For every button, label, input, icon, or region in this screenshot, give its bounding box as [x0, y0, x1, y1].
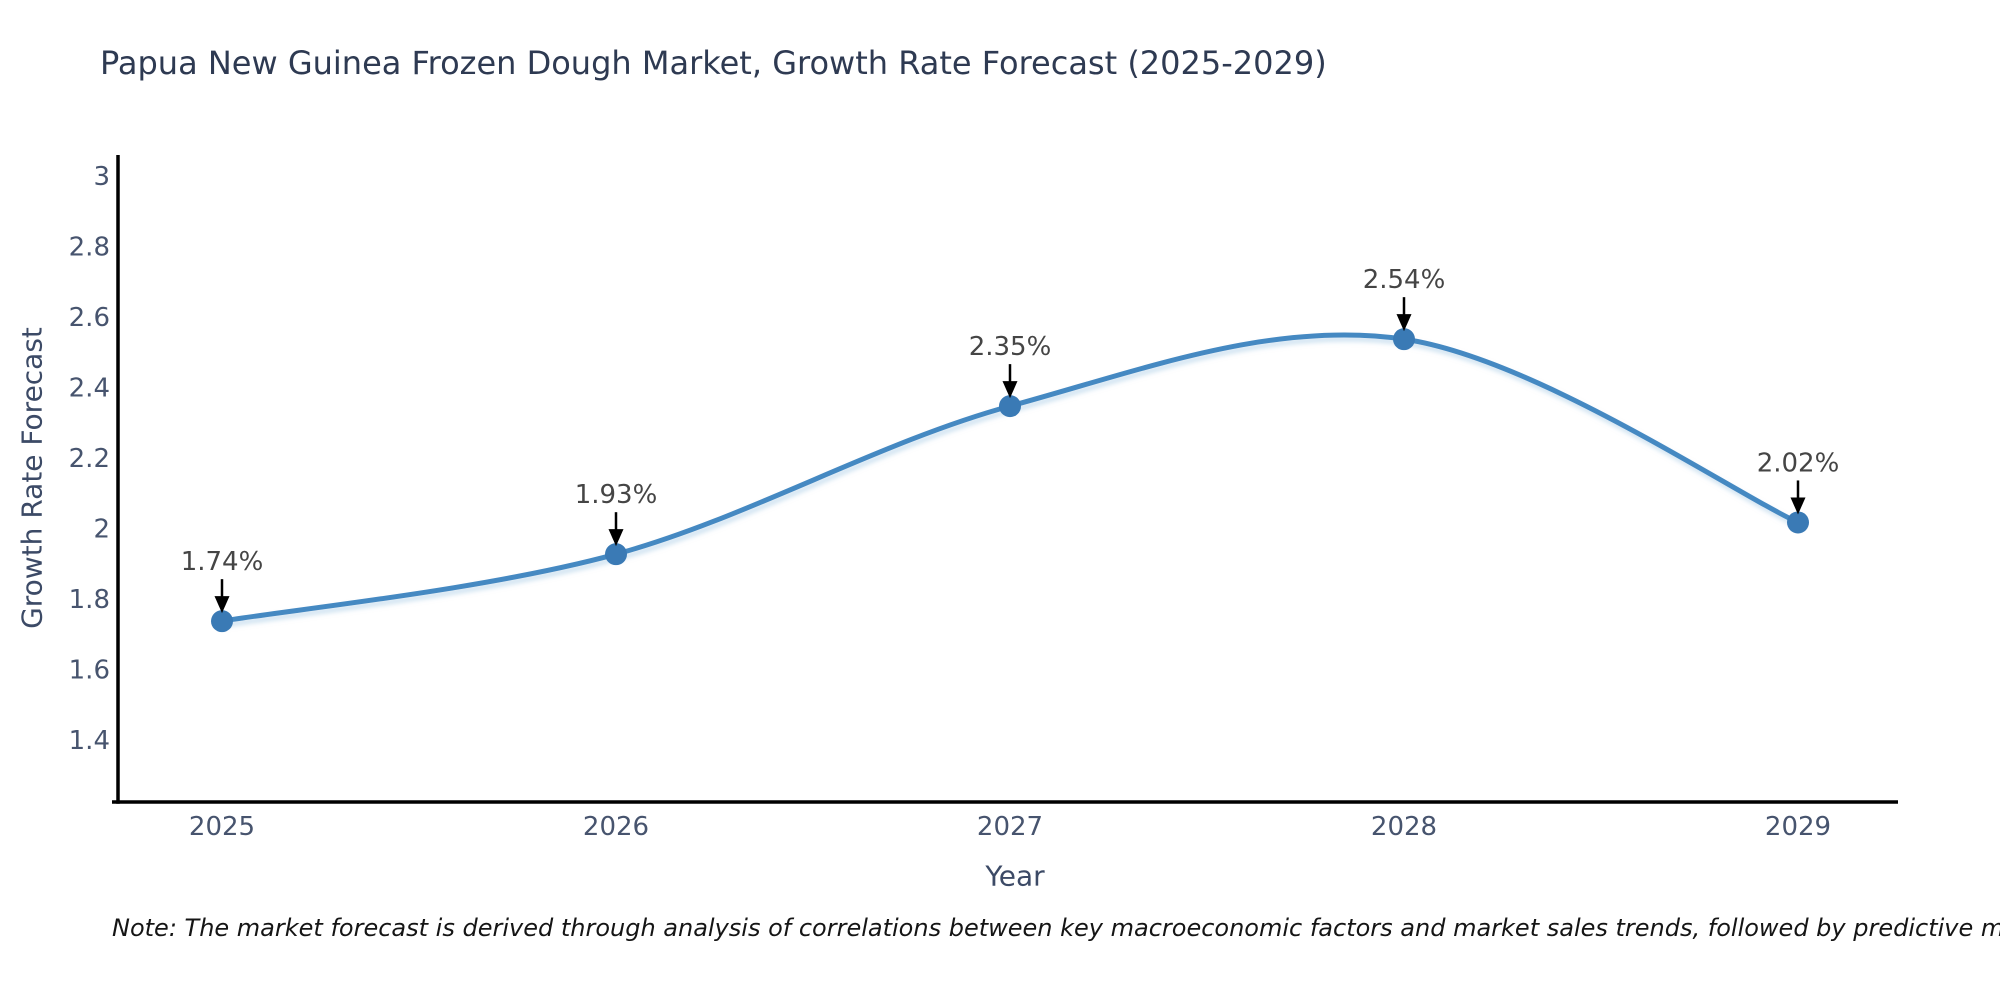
data-point-marker	[1393, 328, 1415, 351]
y-tick-label: 2.6	[69, 303, 110, 333]
chart-footnote: Note: The market forecast is derived thr…	[112, 914, 2000, 942]
forecast-line-series	[211, 328, 1809, 633]
data-point-value-label: 1.74%	[181, 547, 264, 577]
data-point-marker	[605, 543, 627, 566]
data-point-annotations: 1.74% 1.93% 2.35% 2.54% 2.02%	[181, 265, 1840, 614]
data-point-marker	[1787, 511, 1809, 534]
data-point-value-label: 2.02%	[1757, 448, 1840, 478]
x-tick-label: 2028	[1371, 812, 1437, 842]
annotation-arrow-head	[214, 596, 230, 614]
y-tick-label: 2.8	[69, 233, 110, 263]
x-tick-label: 2026	[583, 812, 649, 842]
y-tick-label: 3	[93, 162, 110, 192]
chart-title: Papua New Guinea Frozen Dough Market, Gr…	[100, 44, 1327, 82]
data-point-marker	[999, 395, 1021, 418]
data-point-value-label: 2.54%	[1363, 265, 1446, 295]
y-tick-label: 1.8	[69, 585, 110, 615]
y-tick-label: 2	[93, 515, 110, 545]
data-point-value-label: 2.35%	[969, 332, 1052, 362]
x-tick-label: 2027	[977, 812, 1043, 842]
annotation-arrow-head	[608, 529, 624, 547]
y-tick-label: 1.6	[69, 656, 110, 686]
axis-spines	[112, 155, 1898, 804]
annotation-arrow-head	[1790, 497, 1806, 515]
data-point-marker	[211, 610, 233, 633]
y-tick-label: 1.4	[69, 726, 110, 756]
y-tick-label: 2.2	[69, 444, 110, 474]
y-axis-tick-labels: 3 2.8 2.6 2.4 2.2 2 1.8 1.6 1.4	[69, 162, 110, 756]
annotation-arrow-head	[1002, 381, 1018, 399]
x-axis-label: Year	[984, 860, 1045, 893]
x-axis-tick-labels: 2025 2026 2027 2028 2029	[189, 812, 1831, 842]
x-tick-label: 2025	[189, 812, 255, 842]
data-point-value-label: 1.93%	[575, 480, 658, 510]
x-tick-label: 2029	[1765, 812, 1831, 842]
y-axis-label: Growth Rate Forecast	[16, 327, 49, 629]
y-tick-label: 2.4	[69, 374, 110, 404]
annotation-arrow-head	[1396, 314, 1412, 332]
